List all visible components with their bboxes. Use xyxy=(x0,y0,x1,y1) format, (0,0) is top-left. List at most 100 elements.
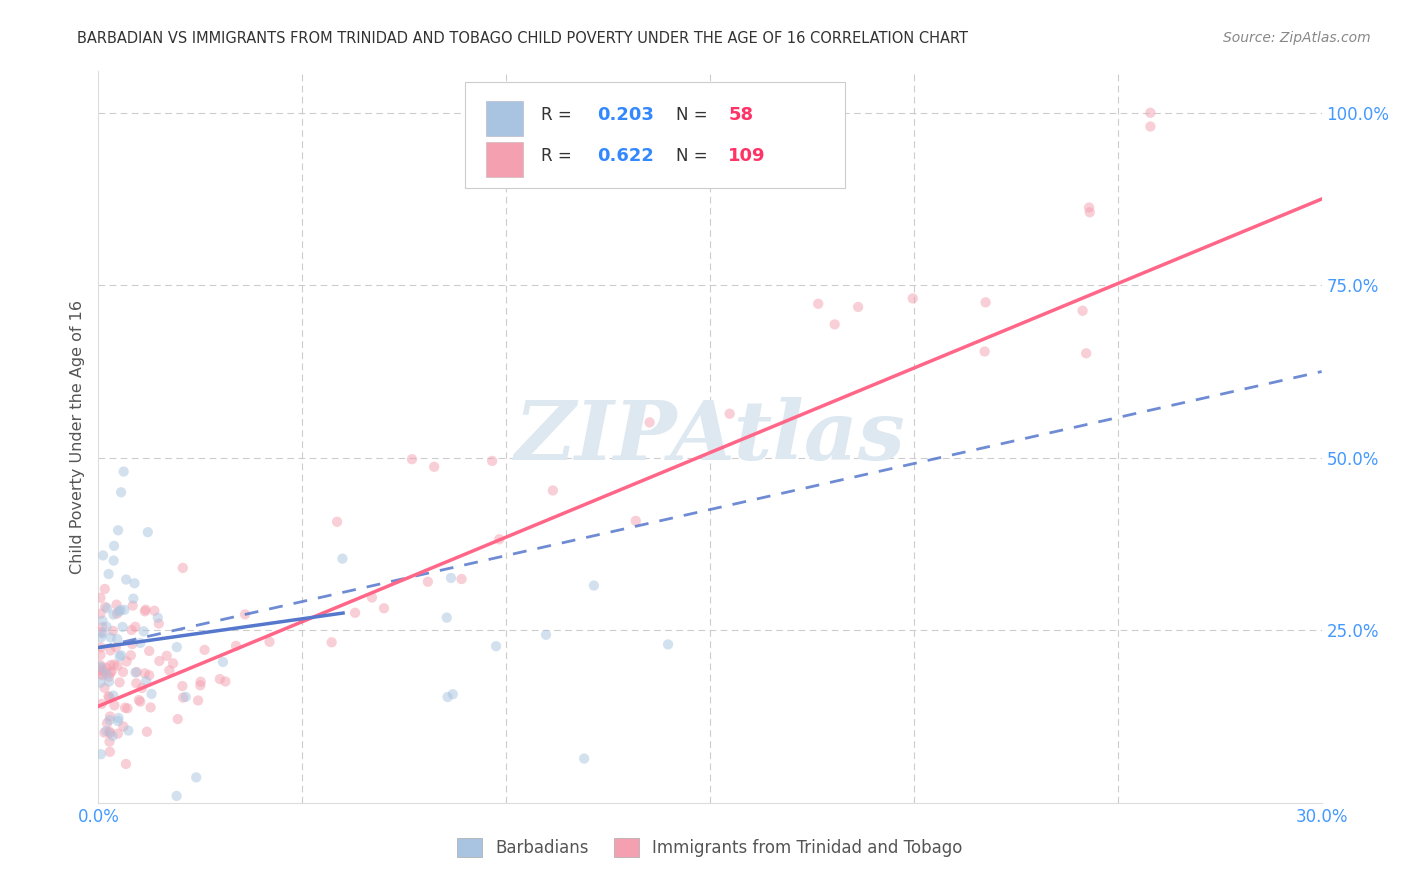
Point xyxy=(718,407,741,421)
Point xyxy=(187,693,209,707)
Point xyxy=(534,628,557,642)
Point xyxy=(101,729,124,743)
Point xyxy=(225,639,247,653)
Point xyxy=(143,604,166,618)
Text: R =: R = xyxy=(541,147,578,165)
Point xyxy=(101,624,124,638)
Point xyxy=(108,649,131,664)
Point xyxy=(107,726,129,740)
Text: Source: ZipAtlas.com: Source: ZipAtlas.com xyxy=(1223,31,1371,45)
Point xyxy=(125,665,148,679)
Point xyxy=(166,712,188,726)
Point xyxy=(190,674,212,689)
Point xyxy=(208,672,231,686)
FancyBboxPatch shape xyxy=(465,82,845,188)
Point xyxy=(115,655,138,669)
Point xyxy=(107,711,129,725)
Point xyxy=(96,716,118,731)
Point xyxy=(104,640,127,655)
Point xyxy=(94,582,117,596)
Point xyxy=(105,598,128,612)
Point xyxy=(96,620,118,634)
Point xyxy=(135,602,157,616)
Point xyxy=(89,658,111,673)
Point xyxy=(1078,201,1101,215)
Point xyxy=(103,689,125,703)
Point xyxy=(122,591,145,606)
Text: N =: N = xyxy=(676,147,713,165)
FancyBboxPatch shape xyxy=(486,101,523,136)
Point xyxy=(146,611,169,625)
Point xyxy=(139,700,162,714)
Point xyxy=(638,416,661,430)
Point xyxy=(100,658,122,673)
Point xyxy=(166,789,188,803)
Point xyxy=(321,635,343,649)
Point xyxy=(105,632,128,646)
Point xyxy=(541,483,564,498)
Point xyxy=(1139,120,1161,134)
Point xyxy=(157,664,180,678)
Point xyxy=(1076,346,1098,360)
Point xyxy=(125,676,148,690)
Point xyxy=(110,648,132,663)
Point xyxy=(98,724,121,739)
Point xyxy=(166,640,188,654)
Point xyxy=(441,687,464,701)
Point xyxy=(120,648,142,663)
Point xyxy=(657,637,679,651)
Point xyxy=(807,297,830,311)
Point xyxy=(115,573,138,587)
Text: 109: 109 xyxy=(728,147,766,165)
Point xyxy=(436,690,458,704)
Point xyxy=(93,681,115,695)
Point xyxy=(117,701,139,715)
Point xyxy=(90,640,112,655)
Point xyxy=(96,723,118,738)
Point xyxy=(108,675,131,690)
Point xyxy=(174,690,197,704)
Point xyxy=(93,725,115,739)
Point xyxy=(112,719,135,733)
Point xyxy=(98,745,121,759)
Point xyxy=(423,459,446,474)
Point xyxy=(134,666,156,681)
Point xyxy=(824,318,846,332)
Point xyxy=(90,661,112,675)
Point xyxy=(115,756,138,771)
Point xyxy=(121,623,143,637)
Point xyxy=(107,714,129,728)
Point xyxy=(112,665,135,679)
Point xyxy=(90,697,112,711)
Point xyxy=(89,675,111,690)
Point xyxy=(148,654,170,668)
Point xyxy=(214,674,236,689)
Point xyxy=(172,690,194,705)
Point xyxy=(108,605,131,619)
Point xyxy=(436,610,458,624)
Point xyxy=(91,549,114,563)
Point xyxy=(89,648,111,662)
Point xyxy=(107,658,129,673)
Point xyxy=(148,616,170,631)
Point xyxy=(103,698,125,713)
Point xyxy=(98,665,121,680)
Point xyxy=(129,636,152,650)
Point xyxy=(332,551,354,566)
Point xyxy=(450,572,472,586)
Point xyxy=(97,567,120,582)
Point xyxy=(105,607,128,621)
Point xyxy=(90,667,112,681)
Point xyxy=(156,648,179,663)
Point xyxy=(110,603,132,617)
Point xyxy=(94,599,117,614)
Point xyxy=(582,578,605,592)
Point xyxy=(141,687,163,701)
Point xyxy=(103,539,125,553)
Point xyxy=(124,620,146,634)
Text: 0.203: 0.203 xyxy=(598,105,654,123)
Point xyxy=(138,668,160,682)
Point xyxy=(103,657,125,672)
Point xyxy=(194,643,217,657)
Point xyxy=(172,679,194,693)
